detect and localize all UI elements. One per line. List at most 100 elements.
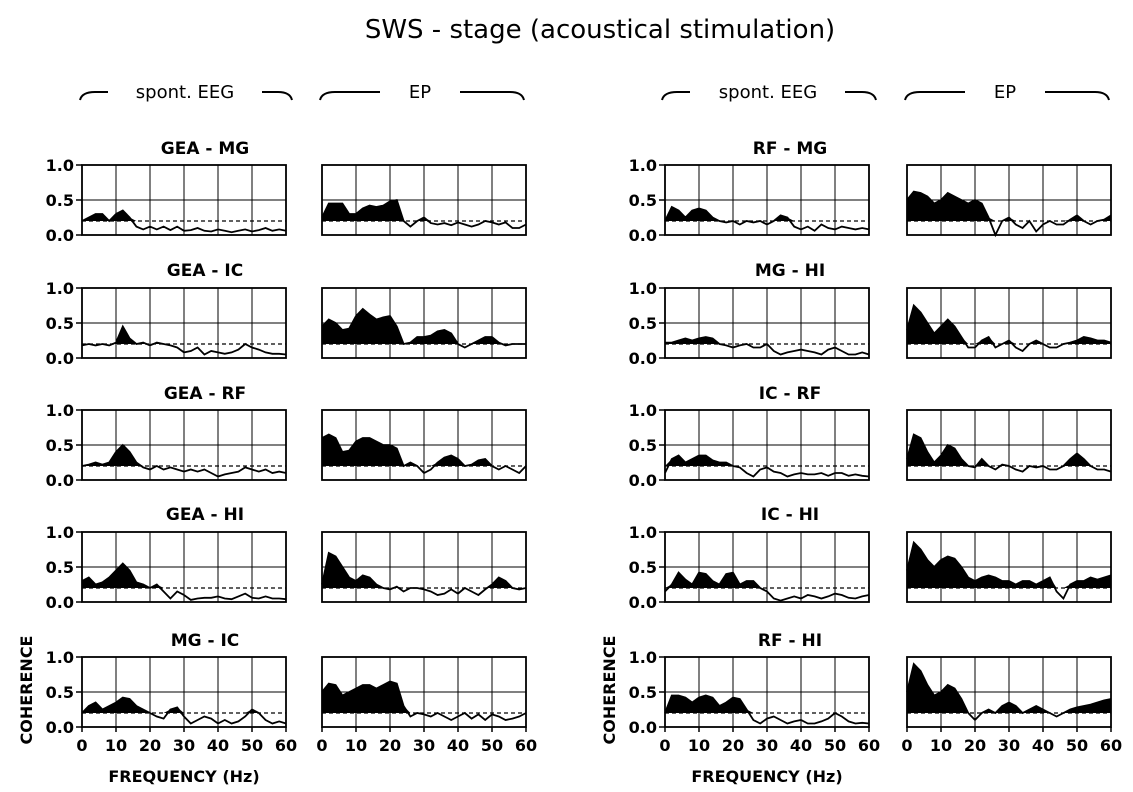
panel-left-1-spont: [81, 164, 287, 236]
panel-right-4-spont: [664, 531, 870, 603]
x-tick-label: 30: [756, 736, 778, 755]
coherence-line: [664, 454, 870, 478]
panel-left-2-spont: [81, 287, 287, 359]
panel-left-3-spont: [81, 409, 287, 481]
x-tick-label: 50: [824, 736, 846, 755]
y-tick-label: 0.0: [46, 718, 74, 737]
panel-left-4-ep: [321, 531, 527, 603]
panel-frame: [906, 287, 1112, 359]
coherence-line: [321, 198, 527, 229]
x-axis-label-right: FREQUENCY (Hz): [691, 767, 842, 786]
x-tick-label: 40: [207, 736, 229, 755]
coherence-line: [81, 443, 287, 478]
x-tick-label: 0: [901, 736, 912, 755]
pair-label: IC - HI: [761, 505, 819, 525]
coherence-line: [906, 190, 1112, 238]
column-header-spont-left: spont. EEG: [136, 82, 234, 103]
y-tick-label: 1.0: [629, 156, 657, 175]
significant-area: [907, 664, 1111, 713]
y-tick-label: 0.0: [629, 718, 657, 737]
panel-left-2-ep: [321, 287, 527, 359]
panel-right-4-ep: [906, 531, 1112, 603]
x-tick-label: 0: [659, 736, 670, 755]
significant-area: [665, 695, 869, 713]
panel-left-1-ep: [321, 164, 527, 236]
coherence-line: [906, 433, 1112, 473]
y-tick-label: 0.5: [629, 683, 657, 702]
panel-right-1-spont: [664, 164, 870, 236]
x-tick-label: 50: [481, 736, 503, 755]
y-tick-label: 0.0: [46, 349, 74, 368]
significant-area: [82, 326, 286, 344]
significant-area: [322, 681, 526, 713]
x-tick-label: 10: [105, 736, 127, 755]
y-tick-label: 1.0: [629, 401, 657, 420]
x-tick-label: 40: [1032, 736, 1054, 755]
significant-area: [665, 455, 869, 466]
panel-frame: [321, 531, 527, 603]
x-tick-label: 40: [447, 736, 469, 755]
panel-right-3-spont: [664, 409, 870, 481]
y-tick-label: 0.5: [46, 558, 74, 577]
coherence-line: [321, 551, 527, 597]
y-tick-label: 0.5: [46, 683, 74, 702]
coherence-line: [906, 662, 1112, 722]
column-header-spont-right: spont. EEG: [719, 82, 817, 103]
y-tick-label: 0.0: [46, 471, 74, 490]
column-header-ep-left: EP: [409, 82, 431, 103]
significant-area: [907, 434, 1111, 466]
x-tick-label: 30: [173, 736, 195, 755]
panel-frame: [906, 164, 1112, 236]
pair-label: MG - IC: [171, 631, 240, 651]
panel-frame: [81, 409, 287, 481]
coherence-line: [664, 205, 870, 232]
x-axis-label-left: FREQUENCY (Hz): [108, 767, 259, 786]
y-tick-label: 0.5: [46, 191, 74, 210]
pair-label: IC - RF: [759, 384, 821, 404]
coherence-line: [906, 540, 1112, 601]
panel-frame: [664, 164, 870, 236]
panel-frame: [321, 164, 527, 236]
y-tick-label: 1.0: [46, 156, 74, 175]
x-tick-label: 50: [241, 736, 263, 755]
pair-label: RF - MG: [753, 139, 827, 159]
x-tick-label: 60: [515, 736, 537, 755]
panel-frame: [81, 164, 287, 236]
y-tick-label: 0.5: [629, 436, 657, 455]
y-tick-label: 1.0: [46, 523, 74, 542]
panel-right-2-ep: [906, 287, 1112, 359]
coherence-line: [81, 696, 287, 725]
y-tick-label: 1.0: [46, 279, 74, 298]
pair-label: GEA - MG: [161, 139, 250, 159]
panel-right-2-spont: [664, 287, 870, 359]
x-tick-label: 20: [379, 736, 401, 755]
coherence-line: [321, 307, 526, 349]
x-tick-label: 60: [1100, 736, 1122, 755]
y-tick-label: 0.5: [46, 436, 74, 455]
significant-area: [665, 207, 869, 221]
x-tick-label: 40: [790, 736, 812, 755]
coherence-line: [664, 694, 870, 725]
x-tick-label: 60: [858, 736, 880, 755]
x-tick-label: 30: [998, 736, 1020, 755]
y-axis-label-right: COHERENCE: [600, 636, 619, 745]
panel-frame: [906, 531, 1112, 603]
coherence-line: [81, 324, 287, 356]
panel-left-3-ep: [321, 409, 527, 481]
x-tick-label: 0: [316, 736, 327, 755]
pair-label: MG - HI: [755, 261, 825, 281]
y-tick-label: 0.5: [629, 314, 657, 333]
panel-right-1-ep: [906, 164, 1112, 238]
y-tick-label: 0.0: [46, 593, 74, 612]
panel-right-3-ep: [906, 409, 1112, 481]
y-tick-label: 1.0: [629, 523, 657, 542]
ep-bracket-right: [904, 91, 1110, 101]
y-tick-label: 0.5: [629, 558, 657, 577]
panel-frame: [664, 287, 870, 359]
x-tick-label: 10: [930, 736, 952, 755]
pair-label: GEA - IC: [167, 261, 243, 281]
x-tick-label: 60: [275, 736, 297, 755]
panel-right-5-ep: [906, 656, 1112, 732]
panel-right-5-spont: [664, 656, 870, 732]
